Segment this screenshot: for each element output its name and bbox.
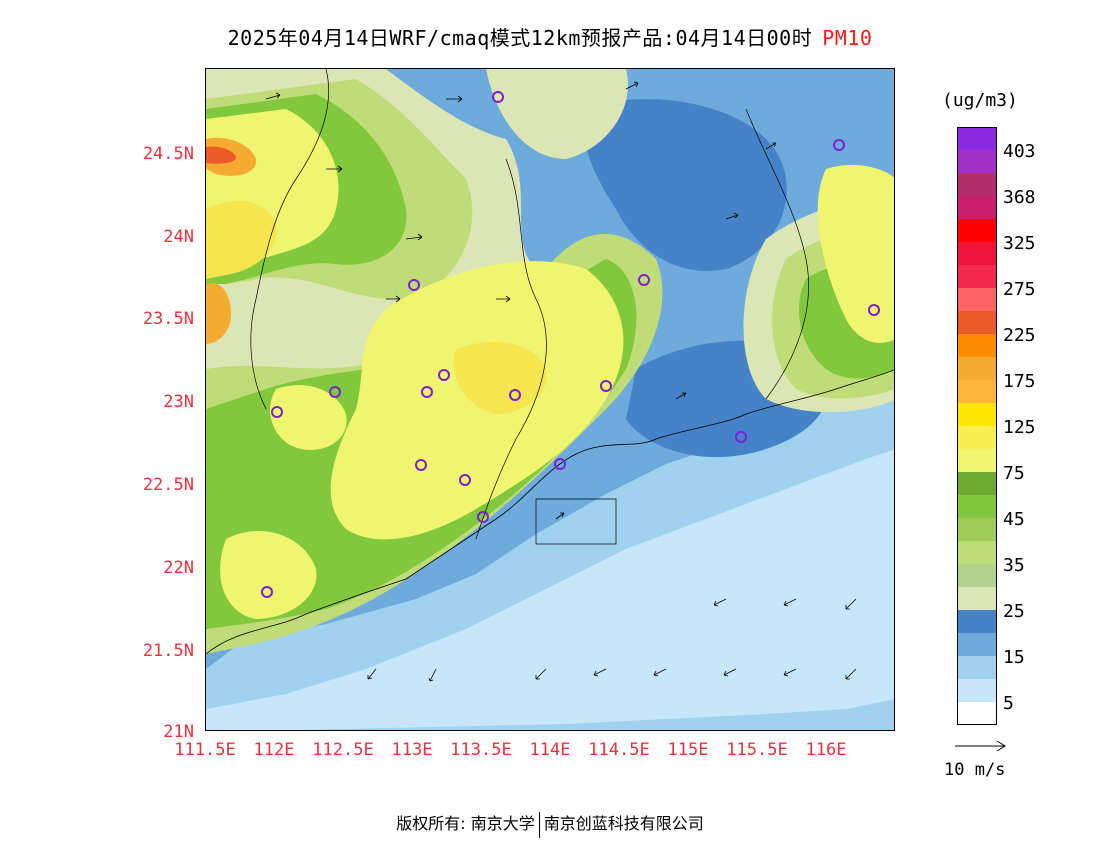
copyright-left: 版权所有: 南京大学: [396, 814, 535, 833]
legend-tick: 175: [1003, 371, 1036, 392]
legend-tick: 75: [1003, 463, 1025, 484]
wind-reference-label: 10 m/s: [944, 760, 1006, 780]
concentration-field: [206, 69, 894, 730]
wind-reference-arrow: [955, 740, 1006, 752]
legend-tick: 45: [1003, 509, 1025, 530]
legend-tick: 35: [1003, 555, 1025, 576]
legend-swatch: [957, 518, 997, 541]
forecast-map: [205, 68, 895, 731]
legend-swatch: [957, 541, 997, 564]
legend-swatch: [957, 265, 997, 288]
legend-tick: 15: [1003, 647, 1025, 668]
lat-label-24: 24N: [163, 227, 194, 247]
legend-tick: 225: [1003, 325, 1036, 346]
legend-swatch: [957, 403, 997, 426]
station-markers: [261, 91, 880, 598]
legend-tick: 325: [1003, 233, 1036, 254]
copyright-separator: [538, 811, 540, 838]
pollutant-label: PM10: [822, 26, 873, 50]
legend-tick: 25: [1003, 601, 1025, 622]
legend-swatch: [957, 242, 997, 265]
legend-swatch: [957, 702, 997, 725]
lon-label-112: 112E: [253, 740, 295, 760]
legend-swatch: [957, 219, 997, 242]
legend-swatch: [957, 633, 997, 656]
legend-swatch: [957, 449, 997, 472]
lat-label-22-5: 22.5N: [142, 475, 194, 495]
chart-title: 2025年04月14日WRF/cmaq模式12km预报产品:04月14日00时 P…: [0, 22, 1100, 51]
legend-swatch: [957, 587, 997, 610]
lon-label-113-5: 113.5E: [450, 740, 512, 760]
lon-label-114-5: 114.5E: [588, 740, 650, 760]
legend-swatch: [957, 334, 997, 357]
lon-label-114: 114E: [529, 740, 571, 760]
legend-swatch: [957, 150, 997, 173]
lat-label-23: 23N: [163, 392, 194, 412]
legend-swatch: [957, 564, 997, 587]
legend-tick: 368: [1003, 187, 1036, 208]
title-text: 2025年04月14日WRF/cmaq模式12km预报产品:04月14日00时: [227, 26, 813, 50]
legend-swatch: [957, 472, 997, 495]
lat-label-23-5: 23.5N: [142, 309, 194, 329]
lon-label-116: 116E: [805, 740, 847, 760]
copyright: 版权所有: 南京大学 南京创蓝科技有限公司: [0, 810, 1100, 838]
legend-swatch: [957, 656, 997, 679]
legend-swatch: [957, 173, 997, 196]
lon-label-113: 113E: [391, 740, 433, 760]
lon-label-112-5: 112.5E: [312, 740, 374, 760]
legend-tick: 275: [1003, 279, 1036, 300]
legend-swatch: [957, 380, 997, 403]
legend-swatch: [957, 357, 997, 380]
legend-unit: (ug/m3): [942, 90, 1018, 111]
legend-swatch: [957, 679, 997, 702]
legend-swatch: [957, 127, 997, 150]
legend-tick: 5: [1003, 693, 1014, 714]
copyright-right: 南京创蓝科技有限公司: [543, 814, 704, 833]
legend-tick: 403: [1003, 141, 1036, 162]
legend-swatch: [957, 495, 997, 518]
legend-swatch: [957, 196, 997, 219]
color-scale: [957, 127, 997, 725]
sea-clean-area: [206, 449, 894, 730]
legend-swatch: [957, 311, 997, 334]
lon-label-111-5: 111.5E: [174, 740, 236, 760]
lon-label-115-5: 115.5E: [726, 740, 788, 760]
lat-label-22: 22N: [163, 558, 194, 578]
wind-vectors: [265, 81, 857, 682]
lat-label-21: 21N: [163, 722, 194, 742]
legend-tick: 125: [1003, 417, 1036, 438]
legend-swatch: [957, 610, 997, 633]
lon-label-115: 115E: [667, 740, 709, 760]
lat-label-24-5: 24.5N: [142, 144, 194, 164]
lat-label-21-5: 21.5N: [142, 641, 194, 661]
legend-swatch: [957, 426, 997, 449]
legend-swatch: [957, 288, 997, 311]
